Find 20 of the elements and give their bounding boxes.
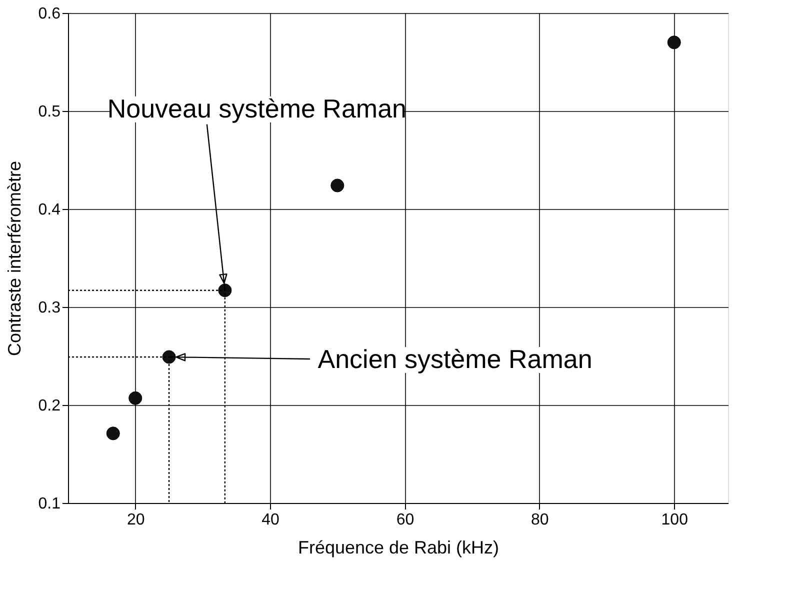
point: [330, 178, 344, 192]
y-tick-label: 0.2: [38, 398, 61, 414]
annotation: Nouveau système Raman: [107, 93, 406, 124]
y-tick-label: 0.5: [38, 104, 61, 120]
point: [128, 391, 142, 405]
y-tick-label: 0.6: [38, 6, 61, 22]
y-tick-label: 0.1: [38, 496, 61, 512]
x-tick-label: 60: [396, 512, 414, 528]
x-axis-title: Fréquence de Rabi (kHz): [298, 538, 500, 558]
x-tick-label: 100: [661, 512, 688, 528]
x-tick-label: 80: [531, 512, 549, 528]
point: [162, 350, 176, 364]
x-tick-label: 40: [262, 512, 280, 528]
x-tick-label: 20: [126, 512, 145, 528]
point: [667, 36, 681, 50]
y-tick-label: 0.3: [38, 300, 61, 316]
y-tick-label: 0.4: [38, 202, 61, 218]
y-axis-title: Contraste interféromètre: [4, 160, 24, 356]
annotation: Ancien système Raman: [318, 344, 592, 374]
point: [106, 426, 120, 440]
